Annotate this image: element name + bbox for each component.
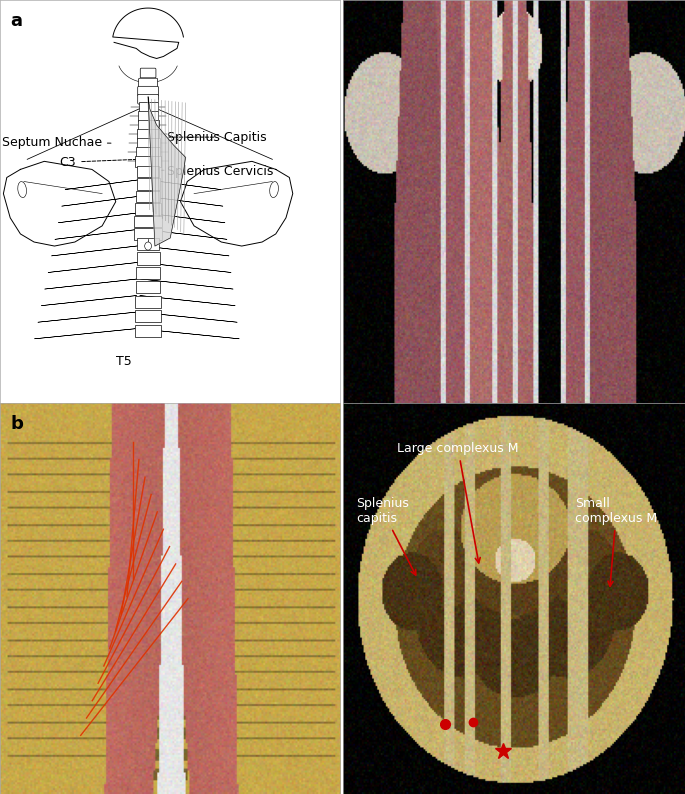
FancyBboxPatch shape bbox=[136, 252, 160, 264]
FancyBboxPatch shape bbox=[136, 191, 160, 202]
Text: Large complexus M: Large complexus M bbox=[397, 442, 519, 563]
FancyBboxPatch shape bbox=[138, 94, 158, 104]
FancyBboxPatch shape bbox=[136, 267, 160, 279]
Polygon shape bbox=[3, 161, 116, 246]
Polygon shape bbox=[180, 161, 292, 246]
Text: Septum Nuchae: Septum Nuchae bbox=[1, 136, 111, 149]
FancyBboxPatch shape bbox=[136, 147, 160, 157]
Text: Small
complexus M: Small complexus M bbox=[575, 497, 658, 586]
Text: T5: T5 bbox=[116, 354, 132, 368]
Text: Splenius
capitis: Splenius capitis bbox=[356, 497, 416, 575]
Polygon shape bbox=[113, 8, 184, 59]
FancyBboxPatch shape bbox=[135, 310, 161, 322]
FancyBboxPatch shape bbox=[137, 166, 159, 177]
FancyBboxPatch shape bbox=[137, 129, 159, 140]
FancyBboxPatch shape bbox=[138, 87, 158, 96]
Text: Splenius Cervicis: Splenius Cervicis bbox=[162, 165, 273, 178]
FancyBboxPatch shape bbox=[138, 110, 158, 121]
Text: b: b bbox=[10, 415, 23, 433]
FancyBboxPatch shape bbox=[136, 178, 160, 190]
Ellipse shape bbox=[270, 182, 278, 198]
FancyBboxPatch shape bbox=[138, 79, 158, 88]
FancyBboxPatch shape bbox=[138, 120, 159, 130]
Text: C3: C3 bbox=[60, 156, 136, 168]
FancyBboxPatch shape bbox=[136, 156, 161, 167]
FancyBboxPatch shape bbox=[140, 68, 156, 78]
FancyBboxPatch shape bbox=[138, 102, 158, 112]
Ellipse shape bbox=[18, 182, 27, 198]
FancyBboxPatch shape bbox=[134, 216, 162, 227]
FancyBboxPatch shape bbox=[135, 203, 161, 215]
FancyBboxPatch shape bbox=[137, 238, 160, 250]
FancyBboxPatch shape bbox=[136, 296, 161, 308]
FancyBboxPatch shape bbox=[135, 325, 162, 337]
Text: Splenius Capitis: Splenius Capitis bbox=[167, 131, 266, 144]
Circle shape bbox=[145, 242, 151, 250]
Polygon shape bbox=[148, 97, 186, 246]
FancyBboxPatch shape bbox=[136, 138, 160, 148]
FancyBboxPatch shape bbox=[134, 228, 162, 240]
FancyBboxPatch shape bbox=[136, 281, 160, 294]
Text: a: a bbox=[10, 12, 22, 30]
